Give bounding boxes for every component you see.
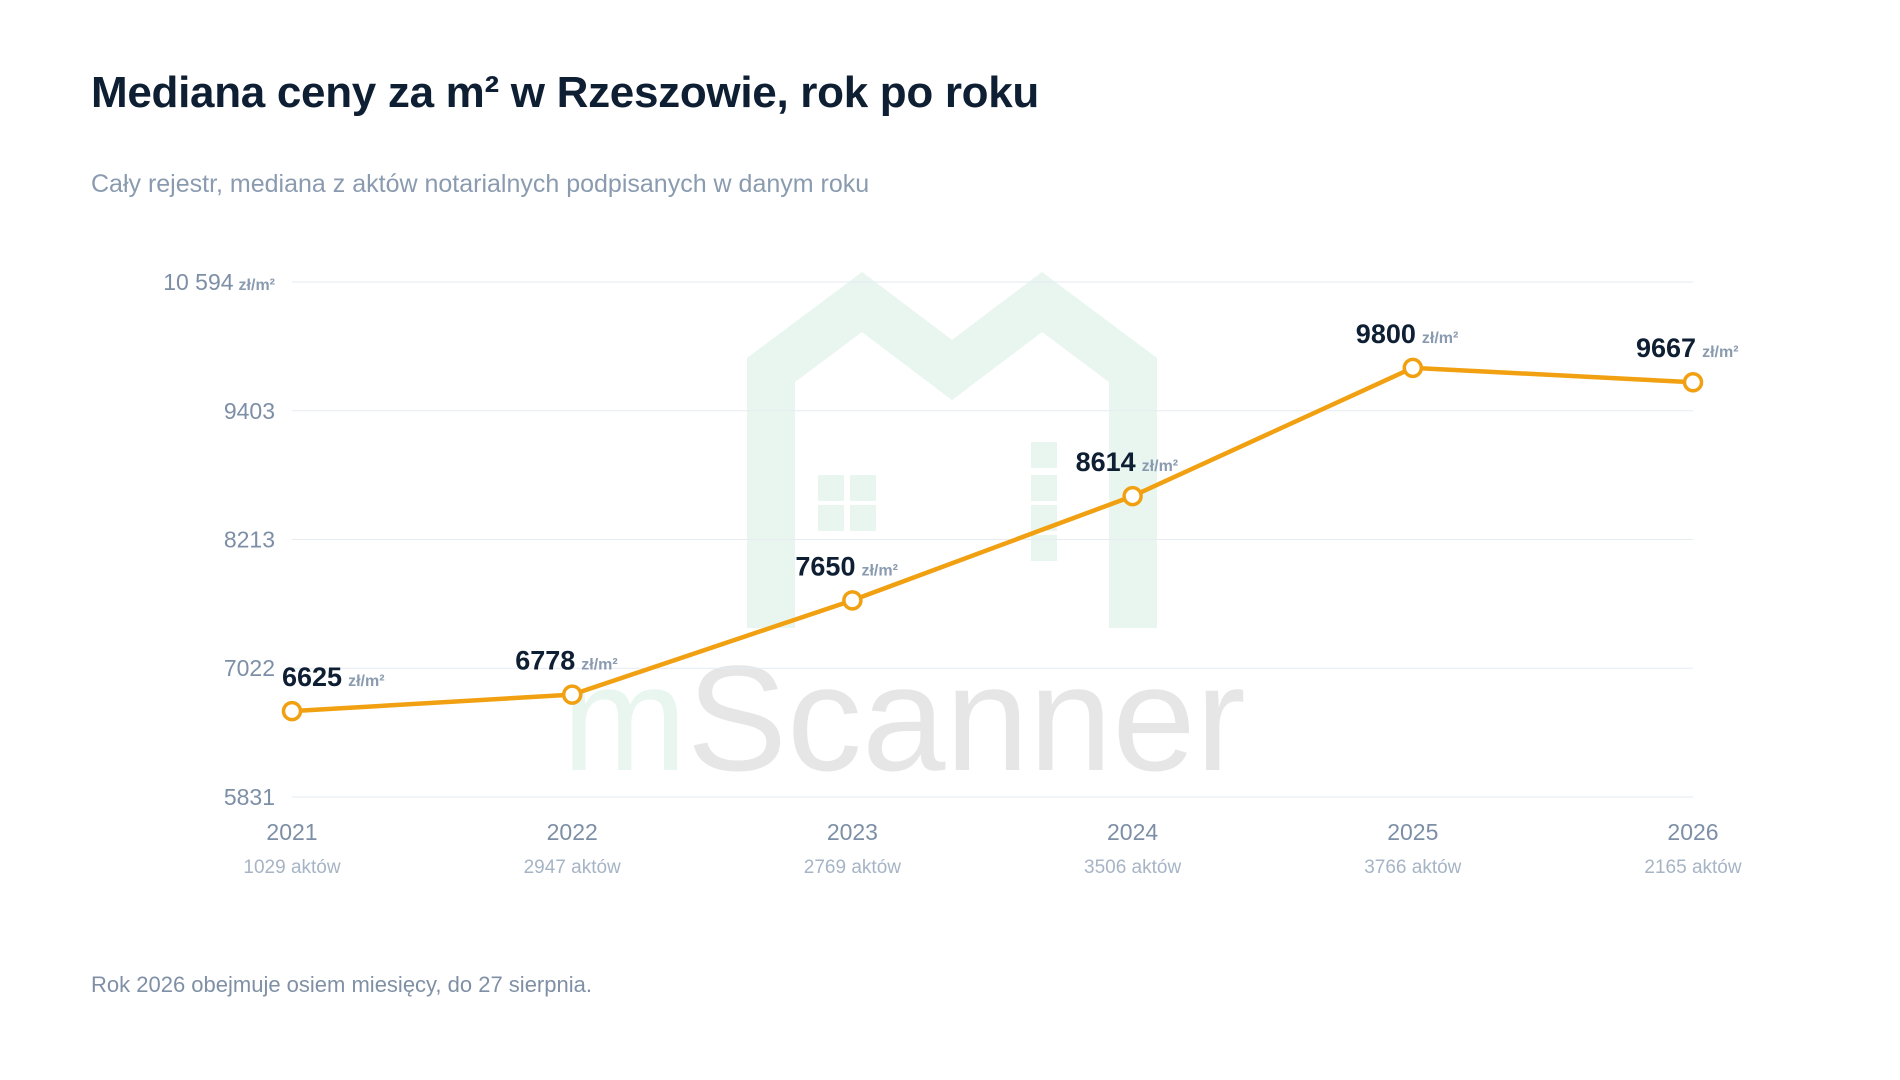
- watermark-window-pane: [818, 475, 844, 501]
- y-tick-label: 7022: [224, 655, 275, 681]
- watermark-window-pane: [1031, 475, 1057, 501]
- watermark-window-pane: [850, 475, 876, 501]
- series-line: [289, 365, 1696, 714]
- data-label: 7650 zł/m²: [795, 551, 898, 581]
- chart-title: Mediana ceny za m² w Rzeszowie, rok po r…: [91, 68, 1040, 117]
- watermark-window-pane: [1031, 442, 1057, 468]
- svg-text:mScanner: mScanner: [562, 634, 1246, 802]
- x-tick-sublabel: 2769 aktów: [804, 857, 901, 878]
- x-tick-label: 2021: [266, 819, 317, 845]
- x-tick-sublabel: 3506 aktów: [1084, 857, 1181, 878]
- watermark-window-pane: [818, 505, 844, 531]
- data-label: 8614 zł/m²: [1076, 447, 1179, 477]
- x-tick-label: 2023: [827, 819, 878, 845]
- x-tick-label: 2026: [1667, 819, 1718, 845]
- chart-subtitle: Cały rejestr, mediana z aktów notarialny…: [91, 170, 870, 198]
- watermark-window-pane: [850, 505, 876, 531]
- y-tick-label: 9403: [224, 398, 275, 424]
- y-tick-label: 8213: [224, 526, 275, 552]
- watermark-text-scanner: Scanner: [687, 634, 1246, 802]
- data-point: [561, 684, 583, 705]
- data-label: 9667 zł/m²: [1636, 333, 1739, 363]
- y-axis: 5831 7022 8213 9403 10 594 zł/m²: [163, 269, 275, 810]
- x-tick-label: 2024: [1107, 819, 1158, 845]
- data-label: 9800 zł/m²: [1356, 319, 1459, 349]
- watermark-house-icon: [747, 271, 1157, 628]
- data-point: [1122, 485, 1143, 507]
- watermark-window-pane: [1031, 535, 1057, 561]
- chart-grid: [292, 281, 1693, 798]
- x-tick-sublabel: 2165 aktów: [1644, 857, 1741, 878]
- data-labels: 6625 zł/m² 6778 zł/m² 7650 zł/m² 8614 zł/m² 9800…: [282, 319, 1739, 692]
- data-point: [1402, 357, 1424, 379]
- chart-footnote: Rok 2026 obejmuje osiem miesięcy, do 27 …: [91, 972, 592, 997]
- x-tick-sublabel: 3766 aktów: [1364, 857, 1461, 878]
- x-tick-sublabel: 2947 aktów: [524, 857, 621, 878]
- x-tick-label: 2025: [1387, 819, 1438, 845]
- data-label: 6778 zł/m²: [515, 646, 618, 676]
- data-point: [1682, 371, 1704, 393]
- y-tick-label: 10 594 zł/m²: [163, 269, 275, 295]
- x-tick-label: 2022: [547, 819, 598, 845]
- x-tick-sublabel: 1029 aktów: [243, 857, 340, 878]
- mscanner-watermark: mScanner: [562, 271, 1246, 802]
- series-median-price: [281, 357, 1704, 722]
- y-tick-label: 5831: [224, 784, 275, 810]
- x-axis: 2021 1029 aktów 2022 2947 aktów 2023 2769 akt…: [243, 819, 1741, 878]
- data-point: [842, 590, 863, 611]
- data-point: [281, 700, 303, 722]
- line-chart: mScanner 5831 7022 8213 9403 10 594 zł/m² 202…: [163, 269, 1742, 878]
- data-label: 6625 zł/m²: [282, 662, 385, 692]
